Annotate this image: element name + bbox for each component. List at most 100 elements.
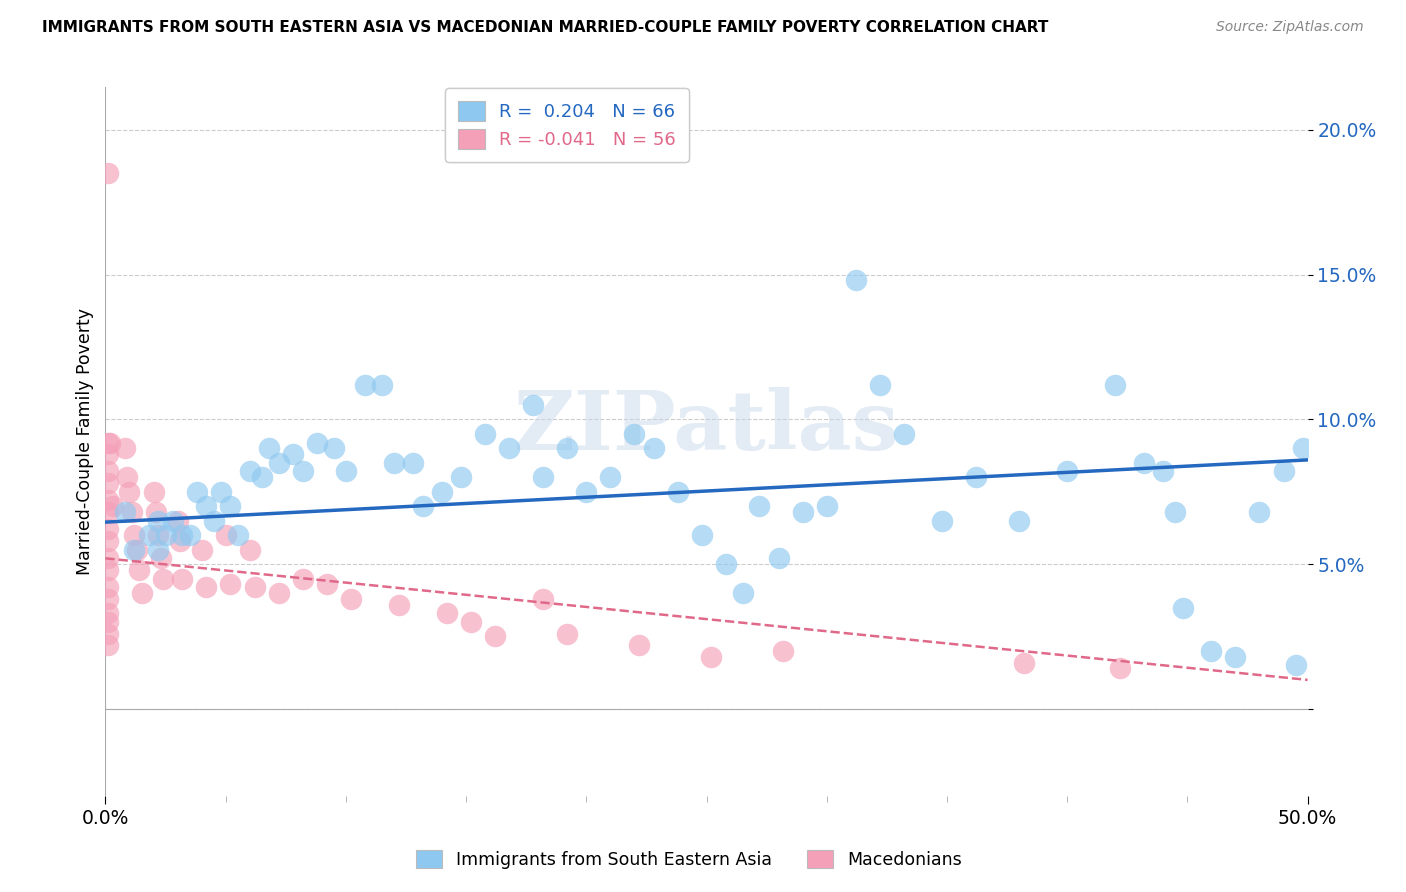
Point xyxy=(1133,456,1156,470)
Point xyxy=(690,528,713,542)
Point xyxy=(202,514,225,528)
Point xyxy=(1284,658,1306,673)
Point xyxy=(169,533,191,548)
Point xyxy=(142,484,165,499)
Point xyxy=(97,166,120,180)
Point xyxy=(869,377,891,392)
Point xyxy=(97,638,120,652)
Point xyxy=(322,442,344,456)
Point xyxy=(97,591,120,606)
Point xyxy=(388,598,411,612)
Point xyxy=(555,442,578,456)
Point xyxy=(768,551,790,566)
Point xyxy=(267,456,290,470)
Point xyxy=(149,551,172,566)
Point xyxy=(643,442,665,456)
Point xyxy=(792,505,814,519)
Point xyxy=(474,426,496,441)
Point xyxy=(1164,505,1187,519)
Point xyxy=(1104,377,1126,392)
Point xyxy=(148,528,170,542)
Point xyxy=(291,572,314,586)
Point xyxy=(172,572,194,586)
Point xyxy=(965,470,987,484)
Point xyxy=(257,442,280,456)
Point xyxy=(155,528,177,542)
Point xyxy=(575,484,598,499)
Point xyxy=(209,484,232,499)
Point xyxy=(115,470,138,484)
Point xyxy=(430,484,453,499)
Point xyxy=(484,630,506,644)
Point xyxy=(382,456,405,470)
Point xyxy=(531,470,554,484)
Point xyxy=(291,465,314,479)
Point xyxy=(195,580,218,594)
Point xyxy=(1201,644,1223,658)
Point xyxy=(124,528,146,542)
Point xyxy=(239,542,262,557)
Point xyxy=(1056,465,1078,479)
Point xyxy=(748,500,770,514)
Y-axis label: Married-Couple Family Poverty: Married-Couple Family Poverty xyxy=(76,308,94,574)
Legend: Immigrants from South Eastern Asia, Macedonians: Immigrants from South Eastern Asia, Mace… xyxy=(409,844,969,876)
Point xyxy=(305,435,328,450)
Point xyxy=(1292,442,1315,456)
Point xyxy=(700,649,723,664)
Point xyxy=(402,456,425,470)
Point xyxy=(97,522,120,536)
Point xyxy=(148,542,170,557)
Point xyxy=(436,607,458,621)
Point xyxy=(219,577,242,591)
Text: IMMIGRANTS FROM SOUTH EASTERN ASIA VS MACEDONIAN MARRIED-COUPLE FAMILY POVERTY C: IMMIGRANTS FROM SOUTH EASTERN ASIA VS MA… xyxy=(42,20,1049,35)
Point xyxy=(152,572,174,586)
Point xyxy=(555,626,578,640)
Point xyxy=(190,542,212,557)
Point xyxy=(315,577,337,591)
Point xyxy=(1225,649,1247,664)
Point xyxy=(335,465,357,479)
Point xyxy=(339,591,361,606)
Point xyxy=(250,470,273,484)
Point xyxy=(931,514,953,528)
Point xyxy=(145,505,167,519)
Point xyxy=(1008,514,1031,528)
Point xyxy=(1171,600,1194,615)
Point xyxy=(97,505,120,519)
Point xyxy=(354,377,377,392)
Point xyxy=(97,476,120,491)
Point xyxy=(531,591,554,606)
Legend: R =  0.204   N = 66, R = -0.041   N = 56: R = 0.204 N = 66, R = -0.041 N = 56 xyxy=(446,88,689,161)
Text: ZIPatlas: ZIPatlas xyxy=(513,387,900,467)
Point xyxy=(214,528,236,542)
Point xyxy=(162,514,184,528)
Point xyxy=(412,500,434,514)
Point xyxy=(1272,465,1295,479)
Point xyxy=(226,528,249,542)
Point xyxy=(1109,661,1132,675)
Point xyxy=(97,626,120,640)
Point xyxy=(195,500,218,514)
Point xyxy=(97,533,120,548)
Point xyxy=(714,557,737,571)
Point xyxy=(128,563,150,577)
Point xyxy=(97,563,120,577)
Point xyxy=(148,514,170,528)
Point xyxy=(219,500,242,514)
Point xyxy=(97,551,120,566)
Point xyxy=(98,435,121,450)
Point xyxy=(450,470,472,484)
Point xyxy=(460,615,482,629)
Point xyxy=(131,586,153,600)
Point xyxy=(666,484,689,499)
Point xyxy=(179,528,201,542)
Point xyxy=(97,615,120,629)
Point xyxy=(186,484,208,499)
Point xyxy=(1249,505,1271,519)
Point xyxy=(522,398,544,412)
Point xyxy=(731,586,754,600)
Point xyxy=(97,447,120,461)
Point xyxy=(172,528,194,542)
Point xyxy=(97,580,120,594)
Point xyxy=(1012,656,1035,670)
